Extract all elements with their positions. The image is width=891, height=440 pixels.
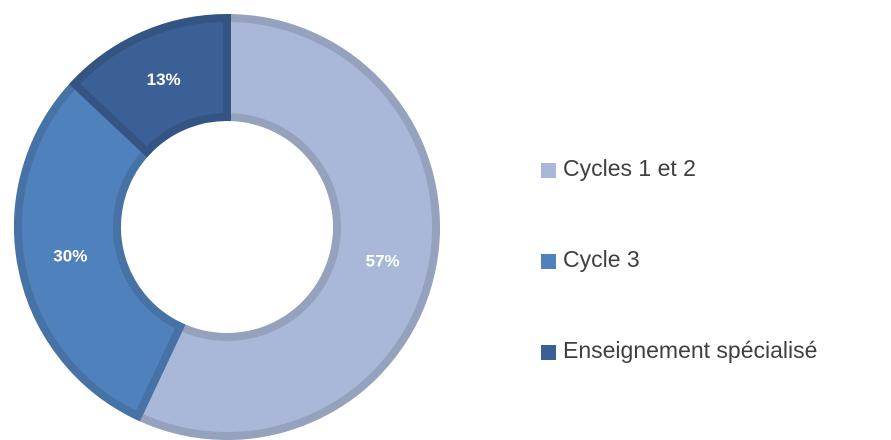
value-label: 57% bbox=[366, 251, 400, 270]
legend-text: Cycles 1 et 2 bbox=[563, 155, 696, 181]
legend-text: Cycle 3 bbox=[563, 246, 640, 272]
value-label: 30% bbox=[53, 246, 87, 265]
donut-segment bbox=[132, 13, 440, 440]
value-label: 13% bbox=[147, 70, 181, 89]
legend-swatch bbox=[541, 254, 556, 269]
legend-text: Enseignement spécialisé bbox=[563, 337, 817, 363]
legend-swatch bbox=[541, 345, 556, 360]
legend-swatch bbox=[541, 163, 556, 178]
donut-segment bbox=[14, 78, 186, 422]
donut-segment bbox=[68, 13, 231, 158]
